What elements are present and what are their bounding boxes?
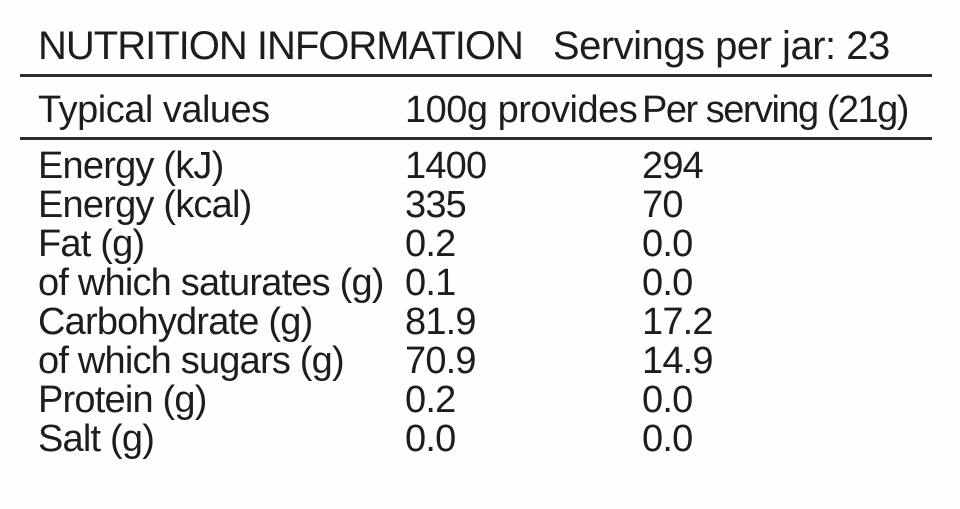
- column-header-100g-provides: 100g provides: [405, 89, 638, 131]
- row-label: of which sugars (g): [38, 340, 345, 382]
- table-row: Energy (kJ) 1400 294: [38, 147, 940, 186]
- table-row: Protein (g) 0.2 0.0: [38, 381, 940, 420]
- label-header: NUTRITION INFORMATION Servings per jar: …: [38, 26, 940, 66]
- row-label: Protein (g): [38, 379, 207, 421]
- row-value-per-100g: 81.9: [405, 301, 477, 343]
- row-value-per-100g: 1400: [405, 145, 487, 187]
- row-value-per-100g: 335: [405, 184, 467, 226]
- row-value-per-serving: 0.0: [642, 223, 693, 265]
- table-row: of which sugars (g) 70.9 14.9: [38, 342, 940, 381]
- row-value-per-serving: 0.0: [642, 418, 693, 460]
- row-value-per-serving: 294: [642, 145, 704, 187]
- table-title: NUTRITION INFORMATION: [38, 24, 524, 68]
- servings-per-jar: Servings per jar: 23: [552, 24, 890, 68]
- table-row: Carbohydrate (g) 81.9 17.2: [38, 303, 940, 342]
- row-value-per-100g: 0.1: [405, 262, 456, 304]
- row-value-per-serving: 0.0: [642, 379, 693, 421]
- row-value-per-serving: 70: [642, 184, 683, 226]
- row-label: Energy (kJ): [38, 145, 224, 187]
- column-header-typical-values: Typical values: [38, 89, 270, 131]
- table-row: Salt (g) 0.0 0.0: [38, 420, 940, 459]
- row-label: of which saturates (g): [38, 262, 384, 304]
- row-value-per-serving: 17.2: [642, 301, 714, 343]
- table-body: Energy (kJ) 1400 294 Energy (kcal) 335 7…: [0, 147, 960, 459]
- table-row: of which saturates (g) 0.1 0.0: [38, 264, 940, 303]
- row-value-per-100g: 70.9: [405, 340, 477, 382]
- table-row: Fat (g) 0.2 0.0: [38, 225, 940, 264]
- row-value-per-100g: 0.2: [405, 379, 456, 421]
- divider-header: [20, 137, 932, 140]
- row-value-per-serving: 14.9: [642, 340, 714, 382]
- table-row: Energy (kcal) 335 70: [38, 186, 940, 225]
- row-label: Energy (kcal): [38, 184, 252, 226]
- row-label: Carbohydrate (g): [38, 301, 313, 343]
- row-value-per-100g: 0.2: [405, 223, 456, 265]
- row-label: Salt (g): [38, 418, 155, 460]
- divider-top: [20, 74, 932, 77]
- column-header-per-serving: Per serving (21g): [642, 89, 909, 131]
- row-value-per-100g: 0.0: [405, 418, 456, 460]
- column-headers: Typical values 100g provides Per serving…: [38, 90, 940, 130]
- row-label: Fat (g): [38, 223, 145, 265]
- row-value-per-serving: 0.0: [642, 262, 693, 304]
